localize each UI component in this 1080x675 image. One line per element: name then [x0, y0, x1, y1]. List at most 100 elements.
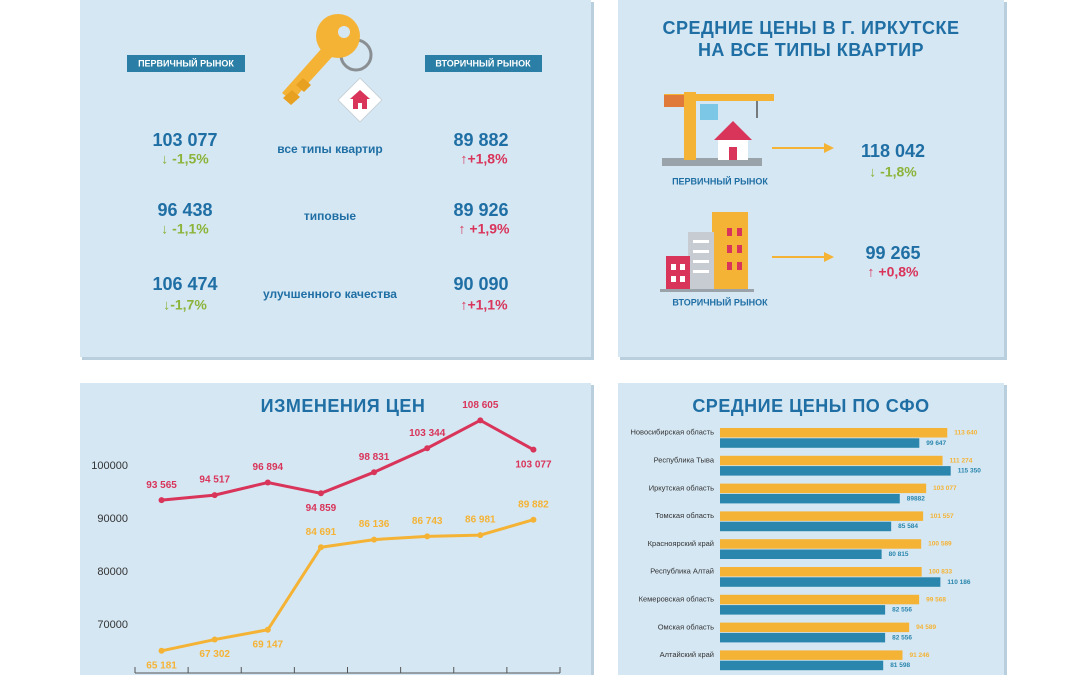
- value-label: 113 640: [954, 429, 978, 436]
- badge: ВТОРИЧНЫЙ РЫНОК: [435, 57, 531, 68]
- row-label: типовые: [304, 209, 356, 223]
- value-label: 65 181: [146, 660, 177, 671]
- y-tick-label: 90000: [97, 513, 128, 525]
- bar: [720, 539, 922, 549]
- point: [264, 479, 271, 486]
- badge: ПЕРВИЧНЫЙ РЫНОК: [138, 57, 234, 68]
- primary-price: 103 077: [152, 130, 217, 150]
- bar: [720, 493, 900, 504]
- point: [264, 626, 271, 633]
- bar: [720, 428, 948, 438]
- series-line: [161, 518, 534, 653]
- value-label: 89 882: [518, 499, 549, 510]
- key-icon: [282, 14, 383, 123]
- arrows: [772, 143, 834, 262]
- bar: [720, 521, 892, 532]
- value-label: 103 077: [933, 485, 957, 492]
- secondary-change: ↑ +1,9%: [459, 221, 511, 237]
- bar: [720, 455, 943, 466]
- secondary-price: 89 926: [453, 200, 508, 220]
- point: [530, 516, 537, 523]
- value-label: 101 557: [930, 513, 954, 520]
- y-tick-label: 100000: [91, 460, 128, 472]
- bar: [720, 483, 927, 494]
- value-label: 115 350: [958, 468, 982, 475]
- value-label: 67 302: [199, 649, 230, 660]
- badge-bg: [127, 55, 245, 72]
- bar: [720, 549, 882, 559]
- value-label: 93 565: [146, 480, 177, 491]
- point: [317, 544, 324, 551]
- secondary-change: ↑+1,8%: [460, 151, 508, 167]
- panel-title: НА ВСЕ ТИПЫ КВАРТИР: [698, 40, 924, 60]
- value-label: 85 584: [898, 523, 918, 530]
- value-label: 94 517: [199, 475, 230, 486]
- point: [424, 533, 431, 540]
- value-label: 86 743: [412, 516, 443, 527]
- secondary-price: 89 882: [453, 130, 508, 150]
- point: [424, 445, 431, 452]
- value-label: 100 589: [928, 541, 952, 548]
- point: [158, 647, 165, 654]
- market-label: ПЕРВИЧНЫЙ РЫНОК: [672, 175, 768, 186]
- row-label: все типы квартир: [277, 142, 383, 156]
- value-label: 100 833: [929, 568, 953, 575]
- bar: [720, 567, 922, 577]
- primary-change: ↓-1,7%: [163, 297, 207, 313]
- primary-price: 106 474: [152, 274, 217, 294]
- category-label: Алтайский край: [660, 650, 714, 659]
- value-label: 111 274: [950, 457, 973, 464]
- bar: [720, 622, 910, 633]
- chart-title: ИЗМЕНЕНИЯ ЦЕН: [261, 396, 426, 416]
- primary-change: ↓ -1,5%: [161, 151, 209, 167]
- bar: [720, 438, 920, 448]
- value-label: 80 815: [889, 551, 909, 558]
- value-label: 84 691: [306, 527, 337, 538]
- value-label: 110 186: [947, 579, 971, 586]
- market-price: 118 042: [861, 141, 925, 161]
- market-change: ↓ -1,8%: [869, 164, 917, 180]
- crane-icon: [662, 92, 774, 166]
- primary-change: ↓ -1,1%: [161, 221, 209, 237]
- point: [371, 469, 378, 476]
- value-label: 103 344: [409, 428, 446, 439]
- badge-bg: [425, 55, 542, 72]
- bar: [720, 511, 924, 521]
- value-label: 99 647: [926, 440, 946, 447]
- category-label: Республика Тыва: [654, 456, 715, 465]
- point: [158, 497, 165, 504]
- value-label: 94 859: [306, 503, 337, 514]
- value-label: 94 589: [916, 624, 936, 631]
- bar: [720, 605, 886, 615]
- value-label: 103 077: [515, 459, 552, 470]
- point: [477, 532, 484, 539]
- row-label: улучшенного качества: [263, 287, 397, 301]
- category-label: Томская область: [655, 511, 714, 520]
- secondary-change: ↑+1,1%: [460, 297, 508, 313]
- chart-title: СРЕДНИЕ ЦЕНЫ ПО СФО: [692, 396, 929, 416]
- primary-price: 96 438: [157, 200, 212, 220]
- value-label: 86 981: [465, 515, 496, 526]
- category-label: Омская область: [658, 622, 714, 631]
- value-label: 98 831: [359, 452, 390, 463]
- category-label: Республика Алтай: [650, 567, 714, 576]
- bar: [720, 594, 920, 605]
- category-label: Иркутская область: [649, 483, 714, 492]
- category-label: Новосибирская область: [630, 428, 714, 437]
- point: [211, 636, 218, 643]
- secondary-price: 90 090: [453, 274, 508, 294]
- bar: [720, 466, 951, 476]
- bar: [720, 577, 941, 587]
- value-label: 81 598: [890, 662, 910, 669]
- building-icon: [660, 212, 754, 292]
- value-label: 108 605: [462, 400, 499, 411]
- category-label: Красноярский край: [648, 539, 714, 548]
- point: [211, 492, 218, 499]
- category-label: Кемеровская область: [639, 595, 714, 604]
- value-label: 99 568: [926, 596, 946, 603]
- bar: [720, 660, 884, 671]
- value-label: 69 147: [253, 639, 284, 650]
- y-tick-label: 80000: [97, 566, 128, 578]
- value-label: 96 894: [253, 462, 284, 473]
